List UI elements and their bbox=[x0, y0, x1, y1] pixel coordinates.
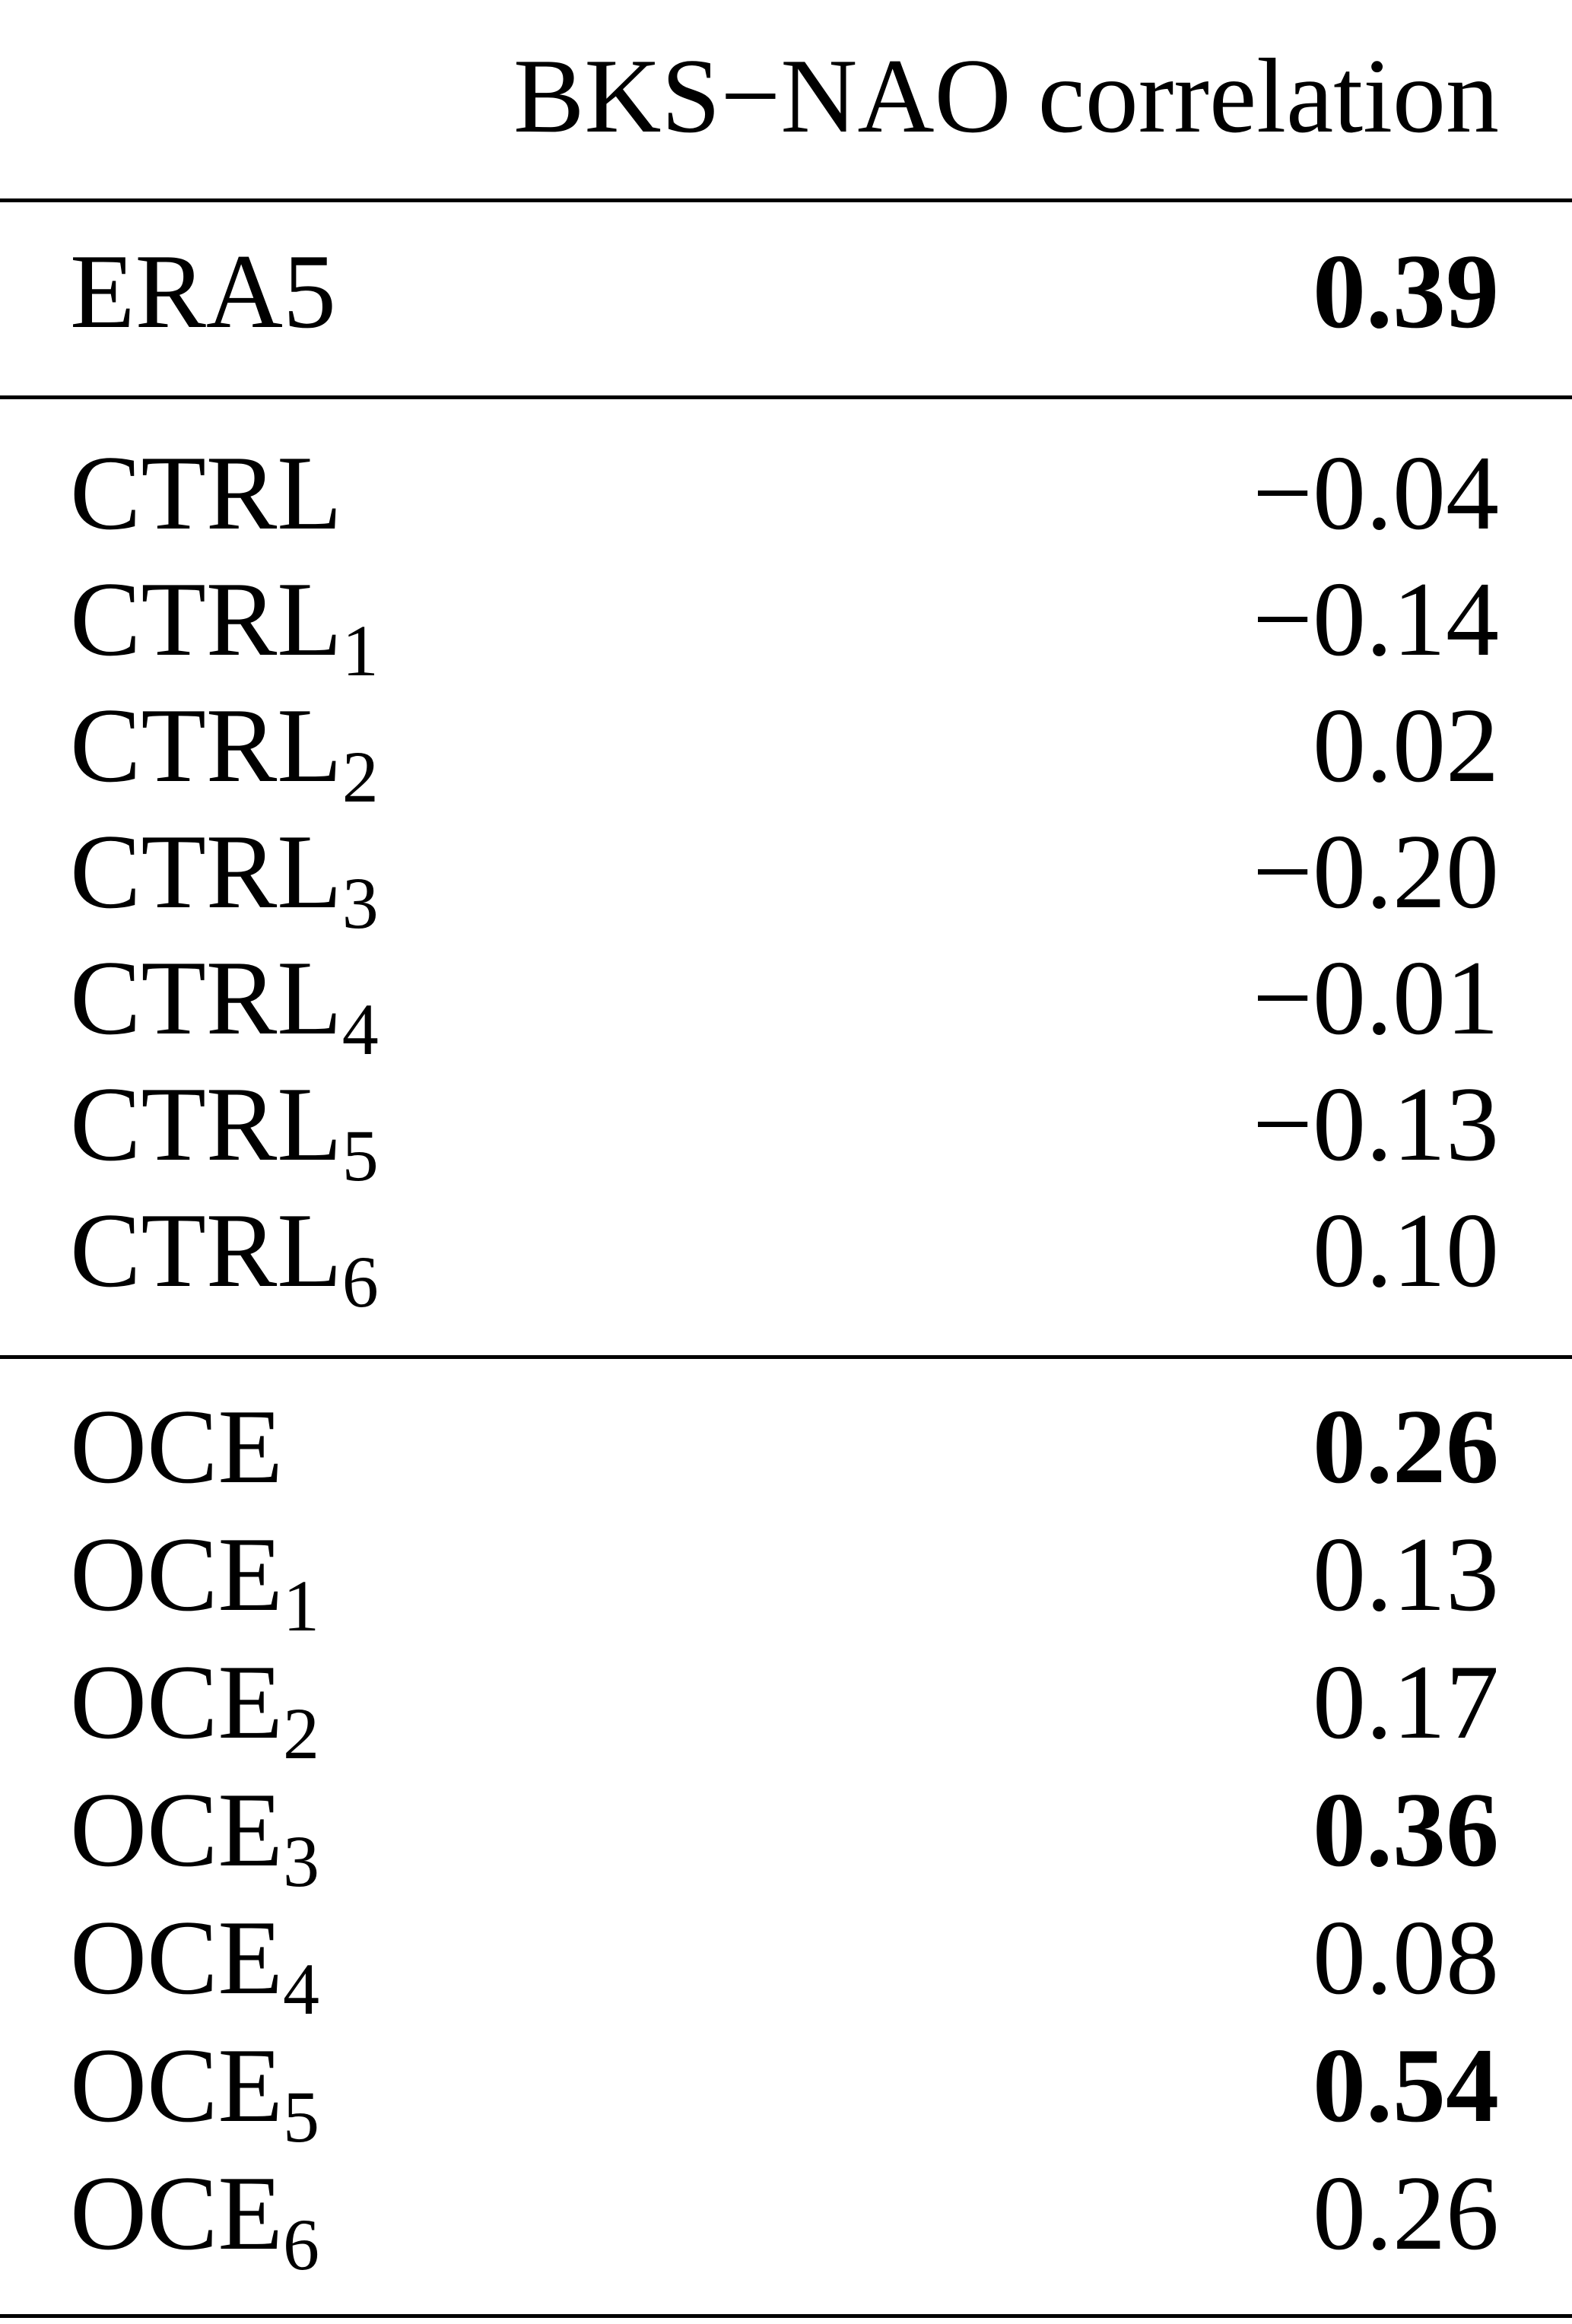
table-row: CTRL4 −0.01 bbox=[70, 935, 1499, 1065]
correlation-value: 0.54 bbox=[1313, 2027, 1499, 2145]
row-label-subscript: 3 bbox=[283, 1820, 319, 1902]
row-label-name: ERA5 bbox=[70, 233, 336, 351]
row-label-subscript: 5 bbox=[283, 2075, 319, 2157]
row-label-name: CTRL bbox=[70, 1192, 342, 1310]
table-row: CTRL −0.04 bbox=[70, 430, 1499, 557]
row-label-name: CTRL bbox=[70, 939, 342, 1057]
correlation-value: 0.26 bbox=[1313, 2154, 1499, 2272]
correlation-value: 0.08 bbox=[1313, 1899, 1499, 2017]
row-label-subscript: 6 bbox=[341, 1240, 379, 1322]
row-label-name: OCE bbox=[70, 1643, 283, 1761]
row-label: CTRL1 bbox=[70, 557, 379, 687]
row-label: CTRL5 bbox=[70, 1062, 379, 1192]
row-label-subscript: 1 bbox=[341, 609, 379, 691]
correlation-value: −0.04 bbox=[1253, 434, 1499, 552]
rule-header bbox=[0, 198, 1572, 202]
row-label-name: CTRL bbox=[70, 687, 342, 805]
row-label: OCE4 bbox=[70, 1895, 319, 2025]
row-label: CTRL4 bbox=[70, 935, 379, 1065]
table-row: OCE4 0.08 bbox=[70, 1895, 1499, 2025]
row-label-subscript: 4 bbox=[341, 988, 379, 1070]
row-label-name: OCE bbox=[70, 1516, 283, 1633]
rule-bottom bbox=[0, 2314, 1572, 2318]
row-label-name: CTRL bbox=[70, 813, 342, 931]
row-label-name: OCE bbox=[70, 1771, 283, 1889]
row-label-subscript: 5 bbox=[341, 1114, 379, 1196]
row-label-name: OCE bbox=[70, 2154, 283, 2272]
table-row: CTRL2 0.02 bbox=[70, 683, 1499, 813]
rule-era5 bbox=[0, 395, 1572, 399]
row-label: ERA5 bbox=[70, 229, 336, 355]
correlation-value: −0.01 bbox=[1253, 939, 1499, 1057]
row-label: OCE1 bbox=[70, 1512, 319, 1642]
table-row: CTRL6 0.10 bbox=[70, 1188, 1499, 1318]
row-label-name: OCE bbox=[70, 1899, 283, 2017]
row-label-name: OCE bbox=[70, 2027, 283, 2145]
table-row: CTRL5 −0.13 bbox=[70, 1062, 1499, 1192]
row-label-subscript: 2 bbox=[283, 1692, 319, 1774]
row-label-subscript: 4 bbox=[283, 1948, 319, 2030]
correlation-value: −0.14 bbox=[1253, 560, 1499, 678]
row-label-name: CTRL bbox=[70, 1065, 342, 1183]
row-label-name: OCE bbox=[70, 1388, 283, 1506]
table-row: CTRL3 −0.20 bbox=[70, 809, 1499, 939]
row-label-subscript: 1 bbox=[283, 1564, 319, 1646]
table-row: CTRL1 −0.14 bbox=[70, 557, 1499, 687]
correlation-value: −0.20 bbox=[1253, 813, 1499, 931]
row-label-subscript: 3 bbox=[341, 862, 379, 944]
correlation-value: 0.39 bbox=[1313, 233, 1499, 351]
table-row: OCE5 0.54 bbox=[70, 2023, 1499, 2153]
row-label: CTRL3 bbox=[70, 809, 379, 939]
table-row: OCE 0.26 bbox=[70, 1384, 1499, 1510]
correlation-value: 0.26 bbox=[1313, 1388, 1499, 1506]
table-row: OCE2 0.17 bbox=[70, 1640, 1499, 1770]
correlation-value: 0.36 bbox=[1313, 1771, 1499, 1889]
row-label: OCE3 bbox=[70, 1767, 319, 1897]
table-row: ERA5 0.39 bbox=[70, 229, 1499, 355]
correlation-value: 0.10 bbox=[1313, 1192, 1499, 1310]
row-label-subscript: 2 bbox=[341, 735, 379, 818]
row-label-name: CTRL bbox=[70, 560, 342, 678]
row-label-subscript: 6 bbox=[283, 2203, 319, 2285]
row-label: OCE6 bbox=[70, 2151, 319, 2281]
row-label-name: CTRL bbox=[70, 434, 342, 552]
rule-ctrl bbox=[0, 1355, 1572, 1359]
row-label: CTRL6 bbox=[70, 1188, 379, 1318]
column-header: BKS−NAO correlation bbox=[513, 37, 1499, 155]
row-label: CTRL2 bbox=[70, 683, 379, 813]
correlation-value: 0.02 bbox=[1313, 687, 1499, 805]
table-row: OCE1 0.13 bbox=[70, 1512, 1499, 1642]
correlation-value: 0.13 bbox=[1313, 1516, 1499, 1633]
row-label: OCE2 bbox=[70, 1640, 319, 1770]
table-row: OCE6 0.26 bbox=[70, 2151, 1499, 2281]
row-label: OCE bbox=[70, 1384, 283, 1510]
table-row: OCE3 0.36 bbox=[70, 1767, 1499, 1897]
row-label: OCE5 bbox=[70, 2023, 319, 2153]
correlation-value: −0.13 bbox=[1253, 1065, 1499, 1183]
correlation-value: 0.17 bbox=[1313, 1643, 1499, 1761]
row-label: CTRL bbox=[70, 430, 342, 557]
